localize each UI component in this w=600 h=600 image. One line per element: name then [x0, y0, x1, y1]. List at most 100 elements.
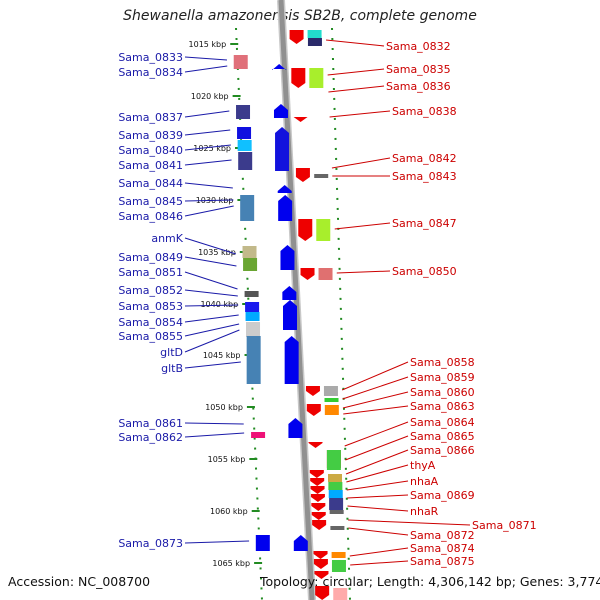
right-gene-label: Sama_0836 — [386, 80, 451, 93]
reverse-gene-block — [324, 398, 339, 402]
left-label-leader — [184, 159, 232, 166]
left-gene-label: Sama_0834 — [118, 66, 183, 79]
reverse-gene-arrow — [298, 219, 313, 241]
kbp-tick-label: 1015 kbp — [189, 40, 227, 49]
left-label-leader — [184, 256, 237, 267]
reverse-gene-arrow — [311, 503, 326, 511]
kbp-tick-label: 1065 kbp — [212, 559, 250, 568]
forward-gene-arrow — [284, 336, 299, 384]
left-label-leader — [184, 205, 234, 217]
kbp-tick-label: 1060 kbp — [210, 507, 248, 516]
reverse-gene-arrow — [314, 571, 329, 579]
kbp-tick-label: 1035 kbp — [198, 248, 236, 257]
right-gene-label: Sama_0865 — [410, 430, 475, 443]
reverse-gene-block — [333, 588, 348, 600]
forward-gene-block — [244, 291, 259, 297]
left-gene-label: Sama_0861 — [118, 417, 183, 430]
left-gene-label: Sama_0849 — [118, 251, 183, 264]
reverse-gene-arrow — [313, 559, 328, 569]
left-gene-label: Sama_0840 — [118, 144, 183, 157]
left-label-leader — [184, 129, 231, 136]
reverse-gene-block — [328, 490, 343, 498]
left-gene-label: Sama_0839 — [118, 129, 183, 142]
reverse-gene-arrow — [313, 551, 328, 559]
right-gene-label: Sama_0859 — [410, 371, 475, 384]
right-gene-label: Sama_0872 — [410, 529, 475, 542]
right-label-leader — [346, 480, 409, 491]
reverse-gene-block — [324, 405, 339, 415]
left-gene-label: Sama_0837 — [118, 111, 183, 124]
reverse-gene-block — [309, 68, 324, 88]
right-label-leader — [347, 494, 409, 499]
left-label-leader — [184, 199, 234, 202]
right-gene-label: Sama_0842 — [392, 152, 457, 165]
reverse-gene-arrow — [309, 470, 324, 478]
forward-gene-block — [246, 336, 261, 384]
reverse-gene-arrow — [306, 404, 321, 416]
forward-gene-block — [255, 535, 270, 551]
right-gene-label: Sama_0863 — [410, 400, 475, 413]
right-gene-label: Sama_0858 — [410, 356, 475, 369]
right-label-leader — [342, 391, 409, 409]
right-gene-label: Sama_0866 — [410, 444, 475, 457]
forward-gene-arrow — [283, 300, 297, 330]
genome-backbone — [278, 0, 315, 600]
right-gene-label: thyA — [410, 459, 436, 472]
left-gene-label: Sama_0855 — [118, 330, 183, 343]
right-gene-label: Sama_0847 — [392, 217, 457, 230]
left-gene-label: Sama_0846 — [118, 210, 183, 223]
reverse-gene-block — [326, 450, 341, 470]
forward-gene-arrow — [272, 64, 287, 70]
left-gene-label: Sama_0853 — [118, 300, 183, 313]
left-label-leader — [184, 56, 227, 61]
left-label-leader — [184, 237, 237, 255]
right-gene-label: nhaR — [410, 505, 439, 518]
reverse-gene-arrow — [312, 520, 327, 530]
right-gene-label: nhaA — [410, 475, 439, 488]
accession-text: Accession: NC_008700 — [8, 574, 151, 589]
left-label-leader — [184, 540, 250, 544]
reverse-gene-block — [332, 572, 347, 586]
left-label-leader — [184, 65, 228, 73]
left-label-leader — [184, 110, 230, 118]
right-gene-label: Sama_0875 — [410, 555, 475, 568]
left-gene-label: Sama_0833 — [118, 51, 183, 64]
reverse-gene-block — [328, 474, 343, 482]
right-gene-label: Sama_0860 — [410, 386, 475, 399]
right-label-leader — [327, 68, 385, 76]
left-label-leader — [184, 304, 239, 307]
kbp-tick-label: 1025 kbp — [193, 144, 231, 153]
forward-gene-block — [237, 140, 252, 151]
right-label-leader — [334, 222, 391, 230]
forward-gene-arrow — [277, 185, 292, 193]
right-label-leader — [346, 464, 409, 483]
left-label-leader — [184, 182, 233, 189]
dotted-guide-line — [331, 27, 351, 600]
right-label-leader — [348, 527, 409, 536]
right-gene-label: Sama_0850 — [392, 265, 457, 278]
forward-gene-arrow — [280, 245, 295, 270]
reverse-gene-arrow — [311, 512, 326, 520]
reverse-gene-arrow — [310, 486, 325, 494]
reverse-gene-arrow — [291, 68, 306, 88]
reverse-gene-block — [329, 510, 344, 514]
forward-gene-arrow — [278, 195, 293, 221]
right-label-leader — [343, 405, 409, 415]
left-label-leader — [184, 323, 240, 337]
reverse-gene-arrow — [310, 494, 325, 502]
right-label-leader — [347, 505, 409, 512]
reverse-gene-arrow — [308, 442, 323, 448]
right-label-leader — [328, 85, 385, 93]
right-label-leader — [342, 376, 409, 400]
left-gene-label: Sama_0854 — [118, 316, 183, 329]
right-gene-label: Sama_0835 — [386, 63, 451, 76]
forward-gene-arrow — [275, 127, 290, 171]
forward-gene-block — [245, 302, 260, 312]
reverse-gene-arrow — [289, 30, 304, 44]
reverse-gene-block — [329, 498, 344, 510]
left-gene-label: Sama_0845 — [118, 195, 183, 208]
right-label-leader — [329, 110, 391, 118]
reverse-gene-arrow — [293, 117, 308, 122]
